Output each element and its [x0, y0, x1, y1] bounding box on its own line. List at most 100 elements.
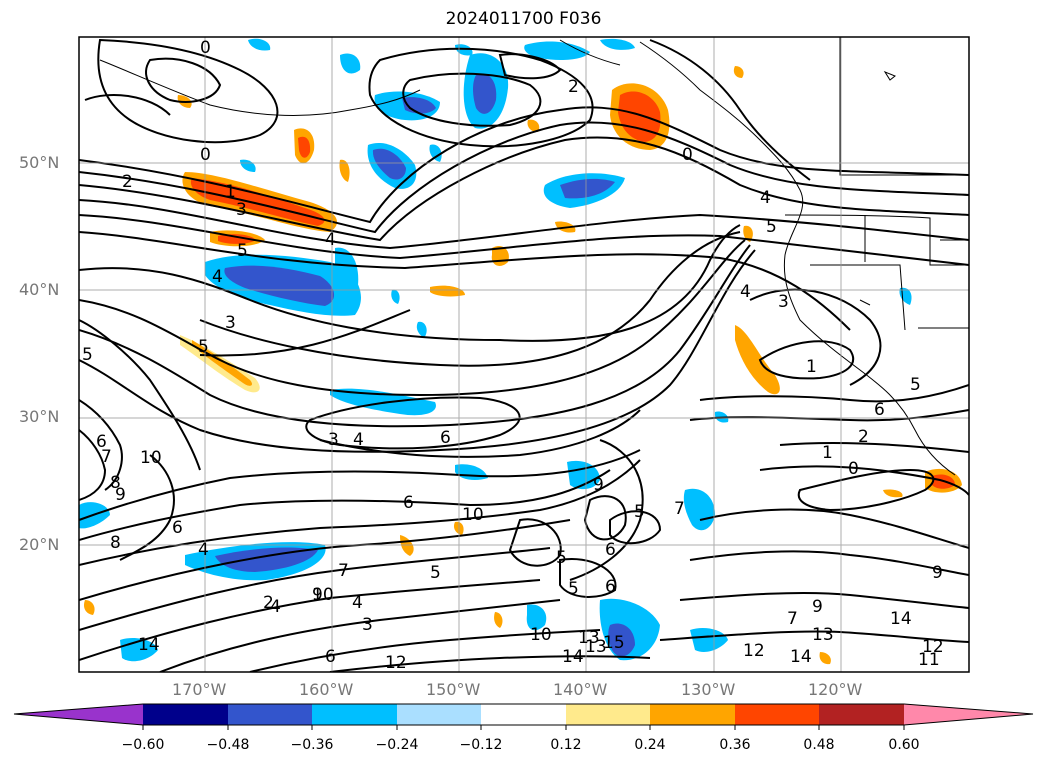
- contour-label: 9: [115, 485, 126, 505]
- colorbar-segment: [143, 704, 229, 725]
- contour-label: 12: [922, 637, 944, 657]
- contour-label: 0: [848, 459, 859, 479]
- contour-label: 3: [225, 313, 236, 333]
- map-frame: [78, 36, 970, 673]
- contour-label: 14: [562, 647, 584, 667]
- contour-labels: 0 0 2 1 3 4 5 4 3 5 5 2 0 4 5 4 3 1 5 6 …: [82, 38, 944, 673]
- colorbar-tick-label: 0.48: [803, 737, 835, 753]
- contour-label: 7: [338, 561, 349, 581]
- map-plot-area: 0 0 2 1 3 4 5 4 3 5 5 2 0 4 5 4 3 1 5 6 …: [79, 37, 969, 673]
- contour-label: 14: [890, 609, 912, 629]
- contour-label: 12: [743, 641, 765, 661]
- lon-label: 120°W: [808, 680, 863, 699]
- colorbar-tick-label: −0.48: [206, 737, 250, 753]
- contour-label: 5: [634, 502, 645, 522]
- contour-label: 2: [568, 77, 579, 97]
- contour-label: 4: [740, 282, 751, 302]
- contour-label: 5: [910, 375, 921, 395]
- contour-label: 10: [312, 585, 334, 605]
- contour-label: 5: [766, 217, 777, 237]
- lat-label: 50°N: [19, 153, 60, 172]
- colorbar-segment: [228, 704, 313, 725]
- colorbar-tick-label: 0.36: [719, 737, 751, 753]
- contour-label: 15: [603, 633, 625, 653]
- colorbar-tick-label: 0.60: [888, 737, 920, 753]
- contour-label: 11: [918, 650, 940, 670]
- colorbar-extend-right: [904, 704, 1033, 725]
- contour-label: 5: [556, 548, 567, 568]
- colorbar-segment: [397, 704, 482, 725]
- contour-label: 8: [110, 533, 121, 553]
- contour-label: 7: [101, 447, 112, 467]
- contour-label: 4: [270, 597, 281, 617]
- colorbar-tick-label: −0.12: [459, 737, 503, 753]
- contour-label: 4: [353, 430, 364, 450]
- contour-label: 5: [198, 337, 209, 357]
- contour-label: 5: [82, 345, 93, 365]
- contour-label: 4: [212, 267, 223, 287]
- contour-label: 5: [430, 563, 441, 583]
- colorbar-segment: [819, 704, 905, 725]
- contour-label: 3: [362, 615, 373, 635]
- contour-label: 13: [812, 625, 834, 645]
- colorbar-segment: [650, 704, 736, 725]
- contour-label: 2: [858, 427, 869, 447]
- contour-label: 9: [593, 475, 604, 495]
- lat-label: 30°N: [19, 407, 60, 426]
- contour-label: 10: [140, 448, 162, 468]
- colorbar-tick-label: 0.24: [634, 737, 666, 753]
- contour-label: 6: [96, 432, 107, 452]
- colorbar-segment: [312, 704, 398, 725]
- contour-label: 12: [385, 653, 407, 673]
- colorbar-segment: [735, 704, 820, 725]
- contour-label: 2: [263, 593, 274, 613]
- contour-label: 14: [138, 635, 160, 655]
- colorbar: [13, 703, 1034, 730]
- contour-label: 5: [568, 579, 579, 599]
- lon-label: 130°W: [681, 680, 736, 699]
- lon-label: 140°W: [553, 680, 608, 699]
- contour-label: 6: [874, 400, 885, 420]
- contour-label: 6: [172, 518, 183, 538]
- contour-label: 6: [325, 647, 336, 667]
- contour-label: 1: [806, 357, 817, 377]
- contour-label: 6: [440, 428, 451, 448]
- contour-label: 13: [585, 637, 607, 657]
- contour-label: 0: [682, 145, 693, 165]
- contour-label: 2: [122, 172, 133, 192]
- colorbar-tick-label: −0.36: [290, 737, 334, 753]
- contour-label: 0: [200, 145, 211, 165]
- lon-label: 160°W: [299, 680, 354, 699]
- contour-label: 4: [760, 188, 771, 208]
- contour-label: 9: [812, 597, 823, 617]
- colorbar-tick-label: −0.24: [375, 737, 419, 753]
- lon-label: 150°W: [426, 680, 481, 699]
- colorbar-tick-label: 0.12: [550, 737, 582, 753]
- coastlines: [99, 37, 969, 476]
- contour-label: 6: [403, 493, 414, 513]
- contour-label: 5: [237, 241, 248, 261]
- colorbar-segment: [481, 704, 567, 725]
- colorbar-tick-label: −0.60: [121, 737, 165, 753]
- contour-label: 14: [790, 647, 812, 667]
- lat-label: 20°N: [19, 535, 60, 554]
- contour-label: 9: [932, 563, 943, 583]
- contour-label: 0: [200, 38, 211, 58]
- graticule: [79, 37, 969, 672]
- contour-label: 13: [578, 628, 600, 648]
- colorbar-extend-left: [14, 704, 143, 725]
- contour-label: 8: [110, 473, 121, 493]
- contour-label: 1: [225, 182, 236, 202]
- contour-label: 7: [787, 609, 798, 629]
- lat-label: 40°N: [19, 280, 60, 299]
- contour-label: 10: [530, 625, 552, 645]
- contour-label: 3: [328, 430, 339, 450]
- contour-label: 6: [605, 577, 616, 597]
- contour-label: 4: [352, 593, 363, 613]
- contour-label: 1: [822, 443, 833, 463]
- contour-label: 3: [236, 200, 247, 220]
- contour-label: 9: [312, 585, 323, 605]
- contour-label: 10: [462, 505, 484, 525]
- contour-label: 4: [325, 230, 336, 250]
